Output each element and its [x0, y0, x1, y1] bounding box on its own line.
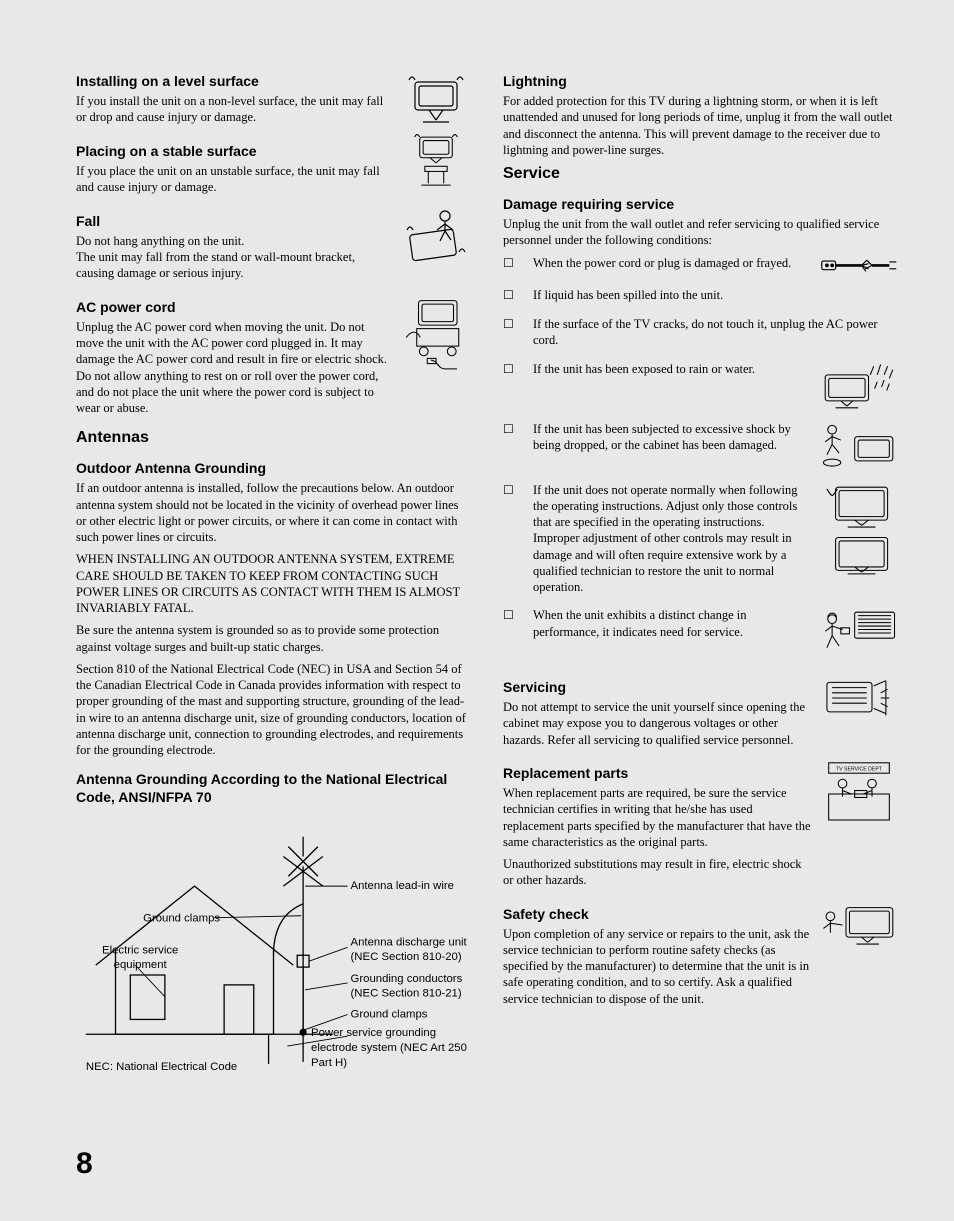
heading-fall: Fall [76, 212, 393, 230]
check-text: When the power cord or plug is damaged o… [533, 255, 812, 271]
heading-lightning: Lightning [503, 72, 898, 90]
text-fall-2: The unit may fall from the stand or wall… [76, 249, 393, 282]
check-item: ☐ If the unit has been exposed to rain o… [503, 361, 898, 410]
page: Installing on a level surface If you ins… [0, 0, 954, 1118]
heading-servicing: Servicing [503, 678, 812, 696]
tv-inspect-icon [820, 895, 898, 955]
heading-ac-cord: AC power cord [76, 298, 393, 316]
check-item: ☐ If liquid has been spilled into the un… [503, 287, 898, 304]
damage-checklist: ☐ When the power cord or plug is damaged… [503, 255, 898, 656]
heading-damage-service: Damage requiring service [503, 195, 898, 213]
section-fall: Fall Do not hang anything on the unit. T… [76, 202, 471, 288]
check-text: If the unit has been exposed to rain or … [533, 361, 812, 377]
check-text: When the unit exhibits a distinct change… [533, 607, 812, 640]
label-power-service-grounding: Power service grounding electrode system… [311, 1026, 469, 1069]
tv-on-stand-icon [401, 132, 471, 192]
technician-icon [820, 607, 898, 656]
left-column: Installing on a level surface If you ins… [76, 72, 471, 1078]
heading-safety-check: Safety check [503, 905, 812, 923]
checkbox-icon: ☐ [503, 287, 525, 304]
section-level-surface: Installing on a level surface If you ins… [76, 72, 471, 132]
tv-tilted-icon [401, 72, 471, 132]
frayed-cord-icon [820, 255, 898, 276]
check-item: ☐ When the power cord or plug is damaged… [503, 255, 898, 276]
text-outdoor-1: If an outdoor antenna is installed, foll… [76, 480, 471, 545]
heading-stable-surface: Placing on a stable surface [76, 142, 393, 160]
checkbox-icon: ☐ [503, 607, 525, 624]
check-item: ☐ If the surface of the TV cracks, do no… [503, 316, 898, 349]
tv-dropped-icon [820, 421, 898, 470]
text-replacement-2: Unauthorized substitutions may result in… [503, 856, 812, 889]
svg-text:TV SERVICE DEPT: TV SERVICE DEPT [836, 766, 883, 772]
checkbox-icon: ☐ [503, 361, 525, 378]
section-servicing: Servicing Do not attempt to service the … [503, 668, 898, 754]
section-stable-surface: Placing on a stable surface If you place… [76, 132, 471, 202]
label-ground-clamps-2: Ground clamps [351, 1008, 428, 1020]
heading-level-surface: Installing on a level surface [76, 72, 393, 90]
text-outdoor-2: WHEN INSTALLING AN OUTDOOR ANTENNA SYSTE… [76, 551, 471, 616]
label-electric-service: Electric service equipment [96, 943, 185, 973]
label-discharge-unit: Antenna discharge unit (NEC Section 810-… [351, 935, 470, 965]
checkbox-icon: ☐ [503, 421, 525, 438]
check-item: ☐ If the unit has been subjected to exce… [503, 421, 898, 470]
text-servicing: Do not attempt to service the unit yours… [503, 699, 812, 748]
label-lead-in: Antenna lead-in wire [351, 880, 454, 892]
text-stable-surface: If you place the unit on an unstable sur… [76, 163, 393, 196]
right-column: Lightning For added protection for this … [503, 72, 898, 1078]
tv-falling-icon [401, 202, 471, 262]
text-fall-1: Do not hang anything on the unit. [76, 233, 393, 249]
heading-replacement-parts: Replacement parts [503, 764, 812, 782]
text-damage-intro: Unplug the unit from the wall outlet and… [503, 216, 898, 249]
section-safety-check: Safety check Upon completion of any serv… [503, 895, 898, 1013]
text-safety-check: Upon completion of any service or repair… [503, 926, 812, 1007]
section-ac-cord: AC power cord Unplug the AC power cord w… [76, 288, 471, 423]
service-dept-icon: TV SERVICE DEPT [820, 754, 898, 834]
tv-open-back-icon [820, 668, 898, 728]
heading-service: Service [503, 164, 898, 185]
check-item: ☐ When the unit exhibits a distinct chan… [503, 607, 898, 656]
heading-antennas: Antennas [76, 428, 471, 449]
tv-cart-cord-icon [401, 288, 471, 378]
section-replacement-parts: Replacement parts When replacement parts… [503, 754, 898, 895]
tv-rain-icon [820, 361, 898, 410]
antenna-grounding-diagram: Antenna lead-in wire Ground clamps Anten… [76, 817, 471, 1079]
text-lightning: For added protection for this TV during … [503, 93, 898, 158]
text-ac-cord-2: Do not allow anything to rest on or roll… [76, 368, 393, 417]
page-number: 8 [76, 1144, 93, 1183]
text-level-surface: If you install the unit on a non-level s… [76, 93, 393, 126]
heading-antenna-grounding-nec: Antenna Grounding According to the Natio… [76, 770, 471, 806]
text-outdoor-3: Be sure the antenna system is grounded s… [76, 622, 471, 655]
label-ground-clamps-1: Ground clamps [143, 912, 220, 924]
label-nec-footnote: NEC: National Electrical Code [86, 1060, 237, 1072]
check-item: ☐ If the unit does not operate normally … [503, 482, 898, 596]
heading-outdoor-grounding: Outdoor Antenna Grounding [76, 459, 471, 477]
text-ac-cord-1: Unplug the AC power cord when moving the… [76, 319, 393, 368]
text-replacement-1: When replacement parts are required, be … [503, 785, 812, 850]
text-outdoor-4: Section 810 of the National Electrical C… [76, 661, 471, 759]
tv-adjust-icon [820, 482, 898, 577]
label-grounding-conductors: Grounding conductors (NEC Section 810-21… [351, 972, 470, 1002]
checkbox-icon: ☐ [503, 482, 525, 499]
check-text: If the surface of the TV cracks, do not … [533, 316, 898, 349]
check-text: If the unit does not operate normally wh… [533, 482, 812, 596]
checkbox-icon: ☐ [503, 316, 525, 333]
checkbox-icon: ☐ [503, 255, 525, 272]
check-text: If liquid has been spilled into the unit… [533, 287, 898, 303]
check-text: If the unit has been subjected to excess… [533, 421, 812, 454]
two-column-layout: Installing on a level surface If you ins… [76, 72, 898, 1078]
